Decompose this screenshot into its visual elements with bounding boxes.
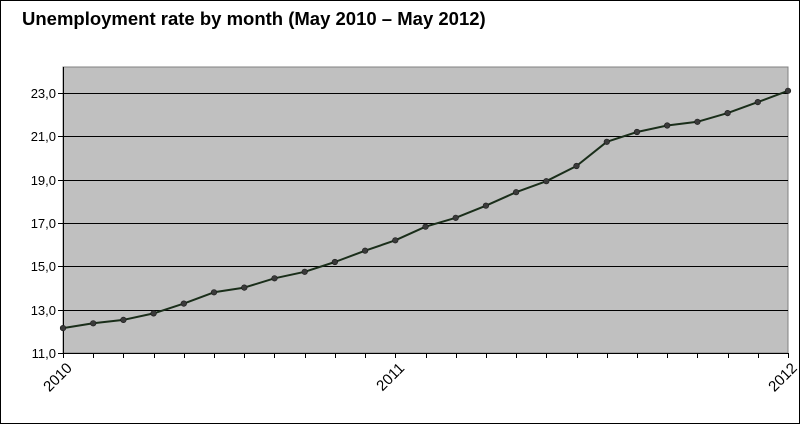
y-tick-label: 13,0 [31, 303, 56, 318]
data-point [603, 138, 610, 145]
data-point [633, 128, 641, 136]
data-point [210, 289, 218, 296]
data-point [543, 178, 550, 185]
x-tick-label: 2012 [765, 360, 800, 396]
data-point [664, 122, 671, 129]
y-tick-label: 21,0 [31, 129, 56, 144]
data-point [331, 258, 339, 266]
y-tick-label: 11,0 [32, 346, 56, 361]
data-point [362, 247, 369, 254]
y-tick-label: 17,0 [31, 216, 56, 231]
data-point [90, 320, 97, 327]
x-tick-label: 2010 [40, 360, 76, 396]
data-point [241, 284, 248, 291]
chart-title: Unemployment rate by month (May 2010 – M… [22, 8, 486, 29]
data-point [482, 202, 490, 209]
y-tick-label: 23,0 [31, 86, 56, 101]
data-point [784, 87, 792, 94]
x-tick-label: 2011 [373, 360, 408, 395]
data-point [694, 118, 701, 125]
data-point [150, 310, 157, 317]
data-point [180, 300, 187, 307]
data-point [392, 237, 399, 244]
data-point [301, 268, 308, 275]
data-point [120, 316, 127, 324]
y-tick-label: 15,0 [31, 259, 56, 274]
data-point [422, 223, 429, 230]
data-point [59, 325, 67, 332]
data-point [512, 189, 520, 196]
data-point [271, 275, 278, 282]
data-point [754, 98, 761, 106]
data-point [452, 214, 459, 221]
data-point [724, 109, 731, 117]
data-point [573, 162, 580, 170]
y-tick-label: 19,0 [31, 173, 56, 188]
